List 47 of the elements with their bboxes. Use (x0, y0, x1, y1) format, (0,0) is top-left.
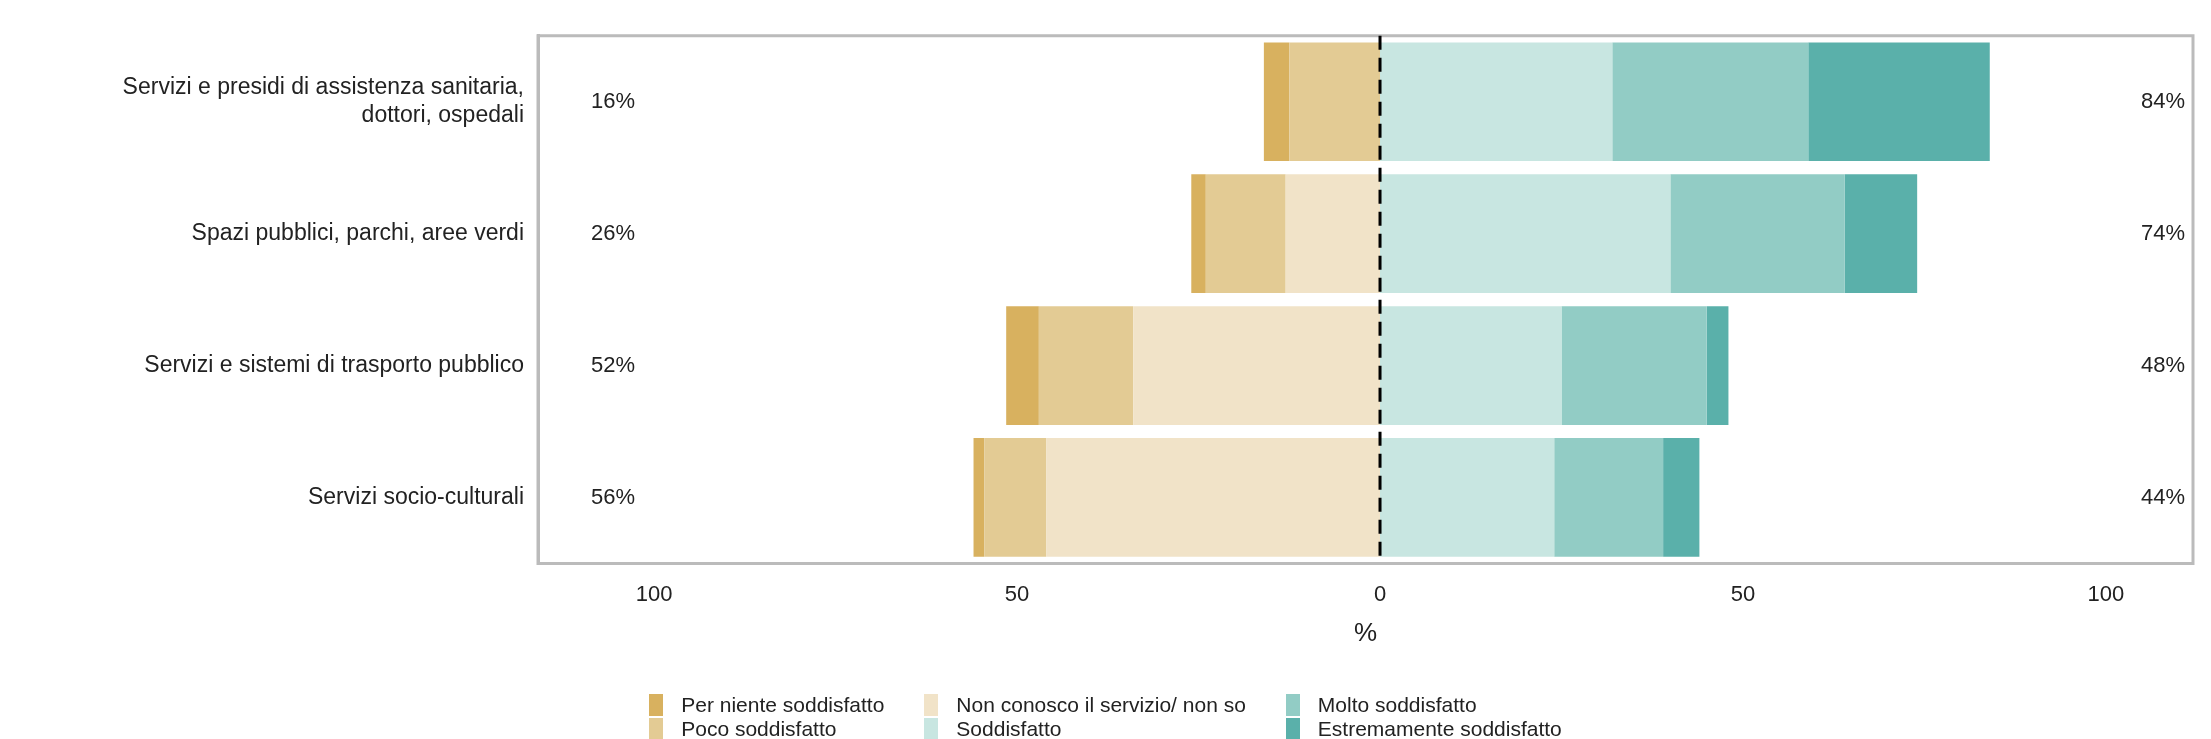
bar (1706, 306, 1729, 425)
annotation: 26% (590, 219, 636, 245)
legend-label: Non conosco il servizio/ non so (956, 693, 1246, 717)
y-tick-label: Spazi pubblici, parchi, aree verdi (191, 218, 524, 245)
bar (1663, 438, 1700, 557)
x-tick-label: 50 (1730, 580, 1756, 606)
bar (1380, 174, 1671, 294)
x-tick-label: 100 (635, 580, 673, 606)
annotation: 16% (590, 87, 636, 113)
x-tick-label: 50 (1004, 580, 1030, 606)
x-tick-label: 100 (2087, 580, 2125, 606)
x-tick-label: 0 (1373, 580, 1387, 606)
annotation: 44% (2140, 483, 2186, 509)
bar (1006, 306, 1039, 425)
bar (1380, 306, 1562, 425)
legend-label: Estremamente soddisfatto (1317, 717, 1562, 739)
bar (1670, 174, 1845, 294)
legend-label: Molto soddisfatto (1317, 693, 1477, 717)
bar (1554, 438, 1664, 557)
annotation: 48% (2140, 351, 2186, 377)
y-tick-label: Servizi e sistemi di trasporto pubblico (144, 350, 524, 377)
legend-label: Per niente soddisfatto (681, 693, 885, 717)
bar (1285, 174, 1381, 294)
bar (1844, 174, 1918, 294)
bar (1380, 438, 1555, 557)
bar (973, 438, 985, 557)
bar (1133, 306, 1381, 425)
bar (1191, 174, 1206, 294)
bar (1289, 42, 1381, 162)
annotation: 84% (2140, 87, 2186, 113)
legend-label: Poco soddisfatto (681, 717, 837, 739)
bar (1038, 306, 1134, 425)
x-axis-title: % (1353, 616, 1378, 647)
bar (984, 438, 1047, 557)
bar (1380, 42, 1613, 162)
bar (1263, 42, 1290, 162)
bar (1808, 42, 1990, 162)
annotation: 74% (2140, 219, 2186, 245)
bar (1205, 174, 1286, 294)
bar (1612, 42, 1809, 162)
y-tick-label: Servizi e presidi di assistenza sanitaria, dottori, ospedali (122, 73, 524, 127)
bar (1561, 306, 1707, 425)
legend-label: Soddisfatto (956, 717, 1062, 739)
annotation: 56% (590, 483, 636, 509)
annotation: 52% (590, 351, 636, 377)
bar (1046, 438, 1381, 557)
y-tick-label: Servizi socio-culturali (307, 482, 524, 509)
